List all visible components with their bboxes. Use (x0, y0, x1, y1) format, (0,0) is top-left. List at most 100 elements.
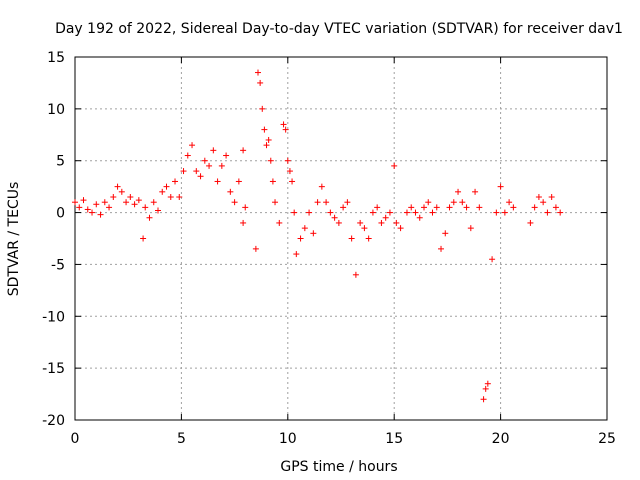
data-point (463, 204, 470, 211)
data-point (318, 183, 325, 190)
data-point (159, 188, 166, 195)
data-point (267, 157, 274, 164)
x-tick-label: 15 (385, 431, 403, 447)
data-point (127, 194, 134, 201)
y-tick-label: -5 (51, 257, 65, 273)
data-point (131, 201, 138, 208)
data-point (446, 204, 453, 211)
data-point (193, 168, 200, 175)
data-point (93, 201, 100, 208)
data-point (386, 209, 393, 216)
data-point (272, 199, 279, 206)
data-point (497, 183, 504, 190)
data-point (484, 380, 491, 387)
data-point (201, 157, 208, 164)
y-tick-label: 15 (47, 50, 65, 66)
data-point (557, 209, 564, 216)
axis-ticks (74, 56, 608, 421)
data-point (442, 230, 449, 237)
data-point (231, 199, 238, 206)
data-point (374, 204, 381, 211)
data-point (455, 188, 462, 195)
data-point (76, 204, 83, 211)
data-point (263, 142, 270, 149)
data-point (176, 194, 183, 201)
data-point (412, 209, 419, 216)
data-point (257, 79, 264, 86)
data-point (223, 152, 230, 159)
y-tick-label: -15 (42, 361, 65, 377)
data-point (106, 204, 113, 211)
y-tick-label: -20 (42, 413, 65, 429)
x-tick-label: 0 (71, 431, 80, 447)
data-point (242, 204, 249, 211)
grid (75, 57, 607, 420)
data-point (378, 219, 385, 226)
data-point (357, 219, 364, 226)
data-point (369, 209, 376, 216)
data-point (235, 178, 242, 185)
data-point (227, 188, 234, 195)
data-point (323, 199, 330, 206)
x-tick-label: 25 (598, 431, 616, 447)
data-point (552, 204, 559, 211)
data-point (327, 209, 334, 216)
data-point (480, 396, 487, 403)
chart-title: Day 192 of 2022, Sidereal Day-to-day VTE… (55, 21, 623, 37)
data-point (269, 178, 276, 185)
x-axis-label: GPS time / hours (280, 459, 397, 475)
data-point (438, 245, 445, 252)
data-point (80, 197, 87, 204)
data-point (259, 105, 266, 112)
data-point (146, 214, 153, 221)
data-point (506, 199, 513, 206)
data-point (352, 271, 359, 278)
data-point (240, 219, 247, 226)
data-point (340, 204, 347, 211)
data-point (197, 173, 204, 180)
data-point (114, 183, 121, 190)
data-point (84, 206, 91, 213)
data-point (459, 199, 466, 206)
data-point (531, 204, 538, 211)
data-point (493, 209, 500, 216)
data-point (365, 235, 372, 242)
data-point (527, 219, 534, 226)
data-point (393, 219, 400, 226)
data-point (163, 183, 170, 190)
data-point (433, 204, 440, 211)
data-point (408, 204, 415, 211)
data-point (110, 194, 117, 201)
data-point (450, 199, 457, 206)
data-point (135, 197, 142, 204)
data-point (255, 69, 262, 76)
data-point (314, 199, 321, 206)
data-point (510, 204, 517, 211)
data-point (501, 209, 508, 216)
data-point (265, 136, 272, 143)
data-point (391, 162, 398, 169)
data-point (142, 204, 149, 211)
data-point (72, 199, 78, 206)
data-points (72, 69, 564, 403)
x-tick-label: 20 (492, 431, 510, 447)
data-point (361, 225, 368, 232)
data-point (140, 235, 147, 242)
x-tick-labels: 0 5 10 15 20 25 (71, 431, 616, 447)
data-point (297, 235, 304, 242)
data-point (416, 214, 423, 221)
data-point (289, 178, 296, 185)
data-point (172, 178, 179, 185)
data-point (397, 225, 404, 232)
data-point (180, 168, 187, 175)
data-point (123, 199, 130, 206)
data-point (382, 214, 389, 221)
data-point (282, 126, 289, 133)
data-point (206, 162, 213, 169)
data-point (97, 211, 104, 218)
data-point (276, 219, 283, 226)
data-point (89, 209, 96, 216)
data-point (240, 147, 247, 154)
plot-frame (74, 56, 608, 421)
